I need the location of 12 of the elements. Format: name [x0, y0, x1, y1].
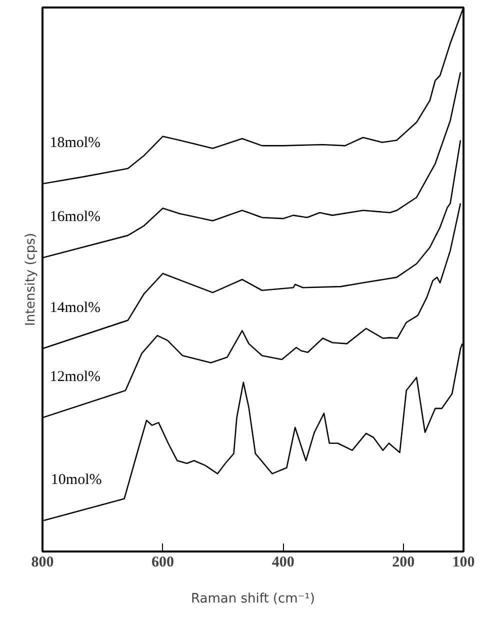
series-label: 12mol%	[50, 369, 101, 386]
x-axis-title: Raman shift (cm⁻¹)	[191, 592, 315, 606]
x-tick-label: 800	[31, 554, 54, 570]
series-label: 16mol%	[50, 209, 101, 226]
x-tick-label: 400	[272, 554, 294, 570]
series-label: 10mol%	[50, 472, 102, 488]
y-axis-title: Intensity (cps)	[24, 232, 38, 326]
series-label: 18mol%	[50, 135, 101, 152]
series-label: 14mol%	[50, 300, 101, 316]
x-tick-label: 600	[152, 554, 174, 570]
x-tick-label: 100	[452, 554, 475, 570]
x-tick-label: 200	[392, 554, 415, 570]
